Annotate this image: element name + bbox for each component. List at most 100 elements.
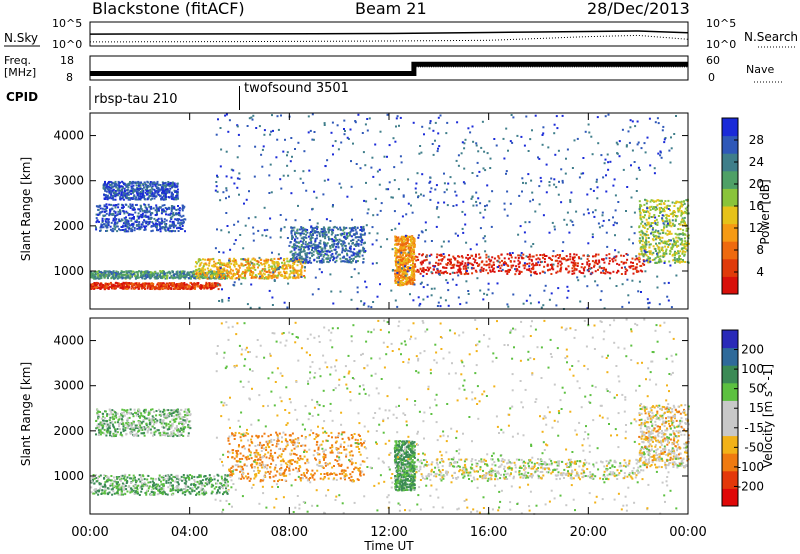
echo-cell <box>471 254 474 257</box>
nsearch-series-line <box>89 34 689 43</box>
echo-cell <box>572 261 575 264</box>
echo-cell <box>529 138 532 141</box>
echo-cell <box>182 221 185 224</box>
echo-cell <box>588 263 591 266</box>
echo-cell <box>394 140 397 143</box>
echo-cell <box>324 235 327 238</box>
echo-cell <box>252 271 255 274</box>
echo-cell <box>110 197 113 200</box>
echo-cell <box>161 283 164 286</box>
echo-cell <box>211 270 213 273</box>
echo-cell <box>342 260 345 263</box>
echo-cell <box>354 245 357 247</box>
echo-cell <box>169 227 172 230</box>
echo-cell <box>631 279 634 282</box>
echo-cell <box>138 226 141 229</box>
echo-cell <box>167 287 170 289</box>
echo-cell <box>367 305 370 308</box>
echo-cell <box>294 258 297 261</box>
echo-cell <box>402 267 405 270</box>
echo-cell <box>318 268 321 271</box>
echo-cell <box>133 272 135 275</box>
echo-cell <box>571 270 574 273</box>
echo-cell <box>651 259 654 261</box>
echo-cell <box>464 262 467 265</box>
echo-cell <box>217 274 220 277</box>
echo-cell <box>660 203 663 206</box>
echo-cell <box>189 281 192 284</box>
echo-cell <box>129 273 132 276</box>
echo-cell <box>303 248 305 251</box>
echo-cell <box>437 259 440 262</box>
echo-cell <box>151 194 153 197</box>
echo-cell <box>667 240 670 243</box>
echo-cell <box>297 245 300 248</box>
echo-cell <box>170 225 173 227</box>
echo-cell <box>357 255 360 257</box>
echo-cell <box>570 261 573 264</box>
echo-cell <box>424 229 427 232</box>
echo-cell <box>664 240 667 243</box>
echo-cell <box>125 219 128 221</box>
echo-cell <box>356 251 359 254</box>
echo-cell <box>295 271 298 274</box>
echo-cell <box>293 268 296 271</box>
echo-cell <box>102 187 105 190</box>
echo-cell <box>115 204 118 206</box>
echo-cell <box>269 271 272 274</box>
echo-cell <box>149 284 151 287</box>
echo-cell <box>568 270 571 273</box>
echo-cell <box>215 283 218 286</box>
echo-cell <box>150 273 152 276</box>
echo-cell <box>461 227 464 230</box>
echo-cell <box>135 224 138 227</box>
echo-cell <box>143 225 146 228</box>
echo-cell <box>312 232 314 235</box>
echo-cell <box>670 225 673 228</box>
echo-cell <box>455 159 458 162</box>
echo-cell <box>164 182 167 185</box>
echo-cell <box>159 184 162 186</box>
echo-cell <box>146 187 149 190</box>
echo-cell <box>474 259 477 262</box>
echo-cell <box>235 263 238 265</box>
echo-cell <box>154 219 157 222</box>
echo-cell <box>105 282 107 285</box>
echo-cell <box>230 268 233 271</box>
echo-cell <box>91 283 94 286</box>
echo-cell <box>317 256 320 259</box>
echo-cell <box>150 288 153 290</box>
echo-cell <box>94 273 97 275</box>
echo-cell <box>94 275 97 278</box>
echo-cell <box>254 276 257 279</box>
echo-cell <box>135 190 138 193</box>
echo-cell <box>651 222 654 224</box>
echo-cell <box>346 252 348 255</box>
echo-cell <box>102 186 105 189</box>
echo-cell <box>126 275 129 278</box>
echo-cell <box>528 258 531 261</box>
echo-cell <box>332 229 335 232</box>
echo-cell <box>620 254 623 257</box>
echo-cell <box>166 283 169 286</box>
echo-cell <box>188 274 191 276</box>
echo-cell <box>283 258 286 261</box>
echo-cell <box>578 270 581 273</box>
echo-cell <box>654 231 657 233</box>
echo-cell <box>423 133 425 136</box>
echo-cell <box>183 287 186 290</box>
echo-cell <box>198 264 201 267</box>
echo-cell <box>650 222 653 224</box>
echo-cell <box>148 271 151 274</box>
echo-cell <box>131 191 134 194</box>
echo-cell <box>408 251 411 254</box>
echo-cell <box>485 253 488 256</box>
echo-cell <box>308 252 311 255</box>
echo-cell <box>271 260 274 263</box>
echo-cell <box>257 266 259 269</box>
echo-cell <box>151 191 154 194</box>
echo-cell <box>480 146 483 149</box>
echo-cell <box>677 228 680 231</box>
echo-cell <box>176 287 179 290</box>
echo-cell <box>344 250 347 253</box>
